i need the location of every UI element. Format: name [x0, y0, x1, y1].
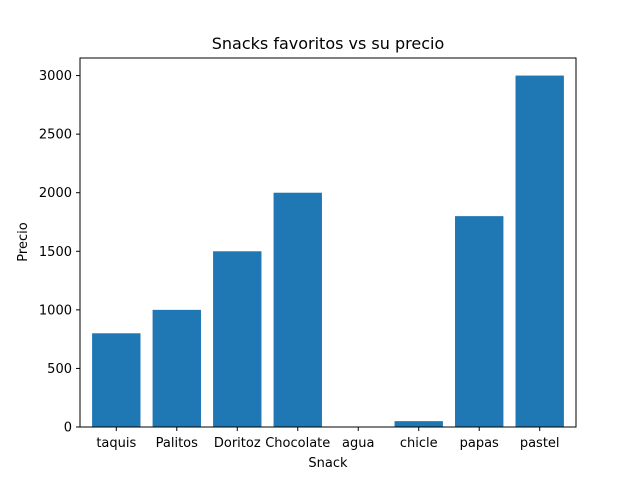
- y-tick-label: 3000: [39, 69, 72, 84]
- x-axis-title: Snack: [308, 456, 348, 471]
- y-tick-label: 1000: [39, 303, 72, 318]
- x-tick-label: papas: [460, 436, 499, 451]
- y-axis-ticks: 0 500 1000 1500 2000 2500 3000: [39, 69, 80, 436]
- x-tick-label: Chocolate: [265, 436, 330, 451]
- bar-doritoz: [213, 251, 262, 427]
- bar-pastel: [515, 75, 564, 428]
- y-tick-label: 500: [47, 362, 72, 377]
- plot-frame: [79, 57, 577, 428]
- y-tick-label: 1500: [39, 245, 72, 260]
- y-axis-title: Precio: [16, 222, 31, 261]
- y-tick-label: 0: [64, 421, 72, 436]
- x-tick-label: Palitos: [156, 436, 198, 451]
- x-axis-ticks: taquis Palitos Doritoz Chocolate agua chicle p…: [96, 427, 560, 451]
- y-tick-label: 2500: [39, 128, 72, 143]
- x-tick-label: Doritoz: [214, 436, 261, 451]
- x-tick-label: chicle: [400, 436, 438, 451]
- x-tick-label: pastel: [520, 436, 560, 451]
- chart-title: Snacks favoritos vs su precio: [212, 34, 445, 53]
- bar-taquis: [92, 333, 141, 427]
- bar-papas: [455, 216, 504, 427]
- x-tick-label: agua: [342, 436, 374, 451]
- bar-chocolate: [273, 192, 322, 427]
- bar-chicle: [394, 421, 443, 427]
- y-tick-label: 2000: [39, 186, 72, 201]
- x-tick-label: taquis: [96, 436, 136, 451]
- bars-group: [92, 75, 564, 428]
- bar-palitos: [152, 309, 201, 427]
